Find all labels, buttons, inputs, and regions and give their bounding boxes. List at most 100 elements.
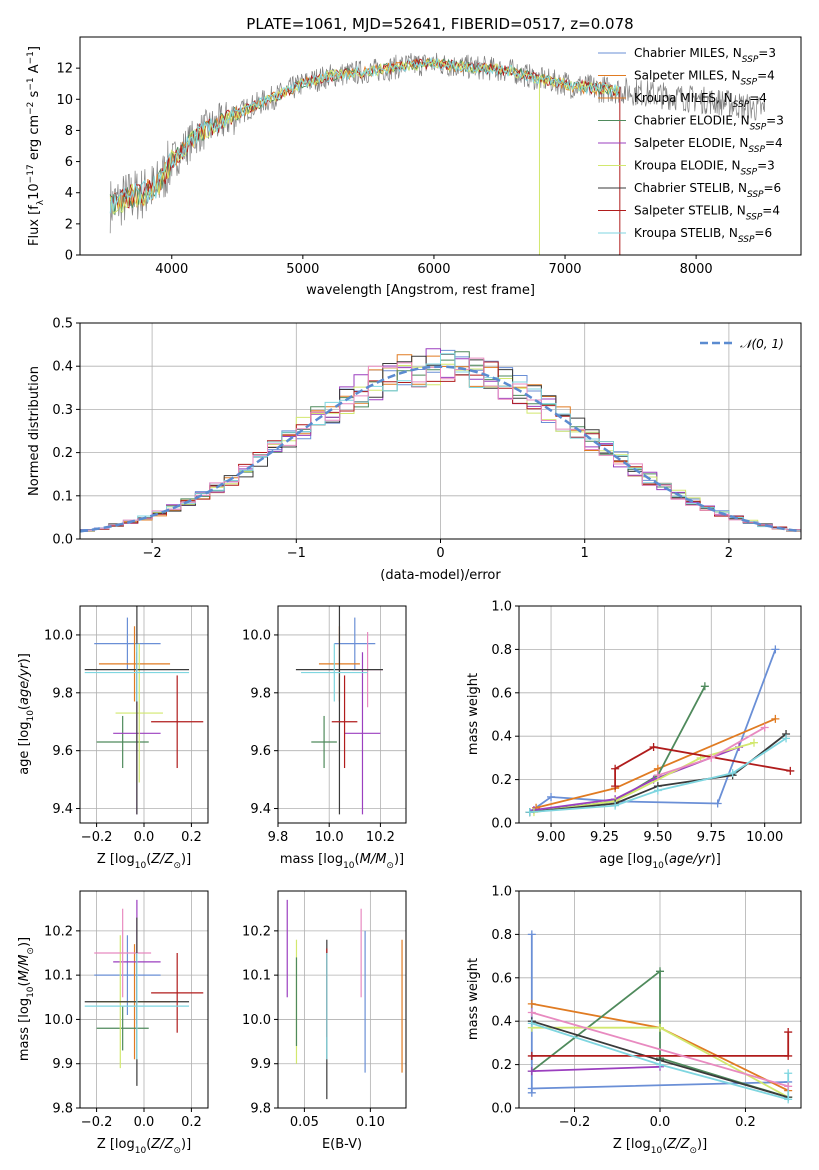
- weight-marker: [786, 766, 795, 775]
- weight-marker: [784, 1082, 793, 1091]
- weight_vs_Z-panel: −0.2 0.0 0.2 0.0 0.2 0.4 0.6 0.8 1.0 Z [log10(Z/Z…: [466, 885, 802, 1156]
- y-tick-label: 10.2: [44, 924, 73, 939]
- axes-frame: [79, 605, 209, 824]
- x-tick-label: 0: [436, 546, 444, 561]
- x-tick-label: 0.0: [134, 1115, 155, 1130]
- xlabel: mass [log10(M/M⊙)]: [280, 852, 404, 871]
- y-tick-label: 0.0: [52, 533, 73, 548]
- legend-entry: Salpeter ELODIE, NSSP=4: [634, 136, 783, 155]
- weight-marker: [771, 714, 780, 723]
- y-tick-label: 9.8: [52, 1102, 73, 1117]
- y-tick-label: 10: [56, 93, 73, 108]
- x-tick-label: 2: [725, 546, 733, 561]
- weight-marker: [656, 1023, 664, 1032]
- age_vs_Z-plot-area: [84, 606, 204, 815]
- legend-entry: Chabrier STELIB, NSSP=6: [634, 181, 781, 200]
- weight-line: [531, 969, 789, 1099]
- x-tick-label: −2: [143, 546, 162, 561]
- x-tick-label: 0.10: [356, 1115, 385, 1130]
- normal-curve: [80, 365, 801, 533]
- histogram-pink: [80, 357, 801, 531]
- y-tick-label: 9.4: [250, 802, 271, 817]
- weight-marker: [750, 738, 758, 747]
- xlabel: Z [log10(Z/Z⊙)]: [97, 1137, 191, 1156]
- y-tick-label: 0.8: [491, 643, 512, 658]
- legend-entry: Kroupa ELODIE, NSSP=3: [634, 159, 775, 178]
- ylabel: mass [log10(M/M⊙)]: [17, 937, 36, 1061]
- weight-marker: [784, 1028, 793, 1037]
- legend-entry: Salpeter MILES, NSSP=4: [634, 69, 775, 88]
- y-tick-label: 0.5: [52, 317, 73, 332]
- weight_vs_age-plot-area: [525, 645, 795, 817]
- mass_vs_ebv-plot-area: [286, 899, 403, 1100]
- x-tick-label: 0.2: [181, 1115, 202, 1130]
- y-tick-label: 0.2: [52, 446, 73, 461]
- x-tick-label: 10.2: [366, 830, 395, 845]
- weight-marker: [527, 1051, 536, 1060]
- mass_vs_Z-plot-area: [84, 899, 204, 1086]
- age_vs_mass-plot-area: [295, 606, 383, 815]
- axes-frame: [518, 890, 802, 1109]
- legend-entry: Salpeter STELIB, NSSP=4: [634, 204, 780, 223]
- weight-marker: [611, 764, 620, 773]
- weight-marker: [547, 792, 556, 801]
- x-tick-label: 8000: [680, 262, 713, 277]
- x-tick-label: 9.25: [590, 830, 619, 845]
- legend-entry: Kroupa MILES, NSSP=4: [634, 91, 767, 110]
- y-tick-label: 6: [65, 155, 73, 170]
- y-tick-label: 8: [65, 124, 73, 139]
- x-tick-label: 1: [581, 546, 589, 561]
- spectrum-plot-area: [109, 52, 765, 255]
- xlabel: age [log10(age/yr)]: [599, 852, 721, 871]
- y-tick-label: 10.0: [44, 1013, 73, 1028]
- weight-marker: [760, 723, 769, 732]
- axes-frame: [79, 322, 802, 540]
- x-tick-label: −0.2: [81, 830, 113, 845]
- weight-marker: [656, 1060, 664, 1069]
- y-tick-label: 0.3: [52, 403, 73, 418]
- y-tick-label: 0.4: [491, 730, 512, 745]
- x-tick-label: 0.2: [735, 1115, 756, 1130]
- ylabel: age [log10(age/yr)]: [17, 653, 36, 775]
- figure-title: PLATE=1061, MJD=52641, FIBERID=0517, z=0…: [246, 15, 633, 33]
- xlabel: Z [log10(Z/Z⊙)]: [613, 1137, 707, 1156]
- axes-frame: [277, 890, 407, 1109]
- y-tick-label: 12: [56, 62, 73, 77]
- spectrum-panel: 4000 5000 6000 7000 8000 0 2 4 6 8 10 12 wavelength …: [26, 36, 802, 298]
- x-tick-label: 6000: [417, 262, 450, 277]
- x-tick-label: 0.05: [290, 1115, 319, 1130]
- weight-marker: [782, 734, 791, 743]
- weight_vs_age-panel: 9.00 9.25 9.50 9.75 10.00 0.0 0.2 0.4 0.6 0.8 1.0 a…: [466, 600, 802, 871]
- x-tick-label: 0.0: [650, 1115, 671, 1130]
- weight_vs_Z-plot-area: [527, 930, 793, 1104]
- x-tick-label: 9.50: [643, 830, 672, 845]
- y-tick-label: 9.8: [250, 1102, 271, 1117]
- weight-marker: [611, 782, 620, 791]
- ylabel: mass weight: [466, 958, 481, 1040]
- residuals-plot-area: [80, 348, 801, 533]
- mass_vs_Z-panel: −0.2 0.0 0.2 9.8 9.9 10.0 10.1 10.2 Z [log10(Z/Z…: [17, 890, 209, 1156]
- xlabel: E(B-V): [322, 1137, 362, 1152]
- legend-entry: 𝒩(0, 1): [740, 337, 784, 351]
- weight-marker: [713, 799, 722, 808]
- weight-marker: [527, 1019, 536, 1028]
- axes-frame: [79, 36, 802, 256]
- y-tick-label: 10.2: [242, 924, 271, 939]
- y-tick-label: 9.9: [250, 1057, 271, 1072]
- legend-entry: Chabrier MILES, NSSP=3: [634, 46, 776, 65]
- weight-line: [614, 746, 791, 787]
- x-tick-label: 0.2: [181, 830, 202, 845]
- weight-marker: [656, 967, 664, 976]
- y-tick-label: 0.6: [491, 971, 512, 986]
- x-tick-label: −1: [287, 546, 306, 561]
- weight-marker: [653, 771, 662, 780]
- histogram-kroupa_stelib: [80, 353, 801, 532]
- y-tick-label: 9.9: [52, 1057, 73, 1072]
- x-tick-label: −0.2: [81, 1115, 113, 1130]
- y-tick-label: 10.0: [242, 1013, 271, 1028]
- spectrum-xlabel: wavelength [Angstrom, rest frame]: [306, 283, 535, 298]
- x-tick-label: 9.8: [268, 830, 289, 845]
- weight-marker: [525, 808, 534, 817]
- x-tick-label: 9.00: [537, 830, 566, 845]
- weight-marker: [771, 645, 780, 654]
